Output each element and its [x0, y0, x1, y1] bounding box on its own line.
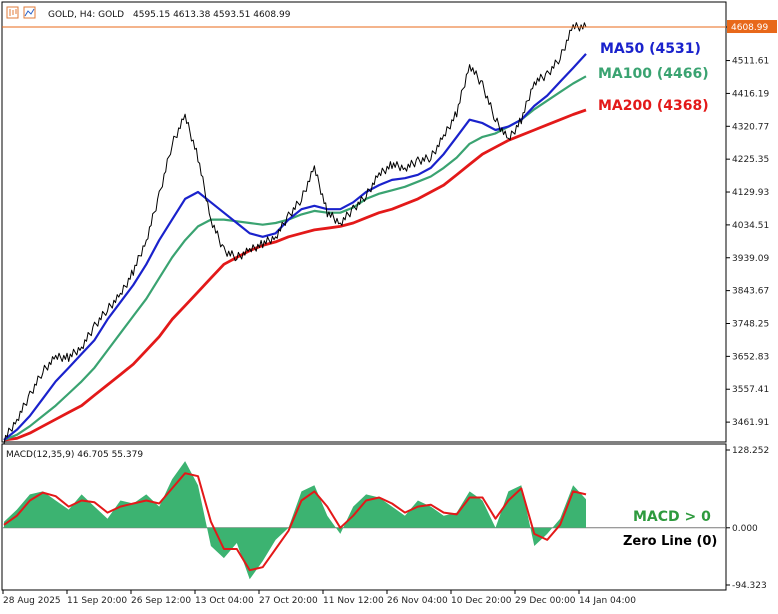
- ma50-line: [3, 53, 587, 441]
- ma200-line: [3, 108, 587, 442]
- price-y-tick-label: 4320.77: [732, 122, 769, 132]
- price-y-tick-label: 4511.61: [732, 57, 769, 67]
- ma100-line: [3, 75, 587, 442]
- price-line: [3, 22, 587, 445]
- x-tick-label: 11 Sep 20:00: [67, 596, 127, 606]
- bars-icon[interactable]: [6, 6, 19, 19]
- macd-above-zero-annotation: MACD > 0: [633, 509, 711, 525]
- macd-header: MACD(12,35,9) 46.705 55.379: [6, 450, 143, 460]
- price-y-tick-label: 4416.19: [732, 89, 769, 99]
- price-y-tick-label: 3748.25: [732, 319, 769, 329]
- x-tick-label: 14 Jan 04:00: [579, 596, 636, 606]
- ma200-annotation: MA200 (4368): [598, 98, 709, 114]
- price-y-tick-label: 3843.67: [732, 287, 769, 297]
- price-y-tick-label: 4034.51: [732, 221, 769, 231]
- last-price-marker: 4608.99: [2, 20, 777, 34]
- ohlc-values: 4595.15 4613.38 4593.51 4608.99: [133, 10, 291, 20]
- ma100-annotation: MA100 (4466): [598, 66, 709, 82]
- macd-y-axis: 128.252 0.000 -94.323: [726, 446, 769, 591]
- x-tick-label: 29 Dec 00:00: [515, 596, 576, 606]
- time-x-axis: 28 Aug 2025 11 Sep 20:00 26 Sep 12:00 13 Oc…: [2, 590, 636, 606]
- x-tick-label: 26 Nov 04:00: [387, 596, 448, 606]
- macd-signal-line: [3, 472, 587, 572]
- ma50-annotation: MA50 (4531): [600, 41, 701, 57]
- x-tick-label: 13 Oct 04:00: [195, 596, 254, 606]
- symbol-timeframe: GOLD, H4: GOLD: [48, 10, 124, 20]
- x-tick-label: 27 Oct 20:00: [259, 596, 318, 606]
- price-y-tick-label: 4225.35: [732, 155, 769, 165]
- price-y-axis: 4608.99 4511.61 4416.19 4320.77 4225.35 4129.…: [726, 23, 769, 428]
- chart-type-icon[interactable]: [23, 6, 36, 19]
- macd-histogram-area: [4, 461, 586, 580]
- macd-y-tick-label: 128.252: [732, 446, 769, 456]
- price-series-group: [3, 22, 587, 445]
- price-y-tick-label: 3461.91: [732, 418, 769, 428]
- price-y-tick-label: 4129.93: [732, 188, 769, 198]
- price-y-tick-label: 3939.09: [732, 254, 769, 264]
- macd-series-group: [2, 461, 726, 580]
- macd-y-tick-label: 0.000: [732, 524, 758, 534]
- x-tick-label: 10 Dec 20:00: [451, 596, 512, 606]
- price-y-tick-label: 3652.83: [732, 352, 769, 362]
- price-y-tick-label: 3557.41: [732, 385, 769, 395]
- last-price-tag: [727, 20, 777, 34]
- x-tick-label: 26 Sep 12:00: [131, 596, 191, 606]
- x-tick-label: 11 Nov 12:00: [323, 596, 384, 606]
- x-tick-label: 28 Aug 2025: [3, 596, 61, 606]
- price-panel: [1, 1, 727, 443]
- macd-y-tick-label: -94.323: [732, 581, 767, 591]
- last-price-label: 4608.99: [731, 23, 768, 33]
- zero-line-annotation: Zero Line (0): [623, 534, 717, 549]
